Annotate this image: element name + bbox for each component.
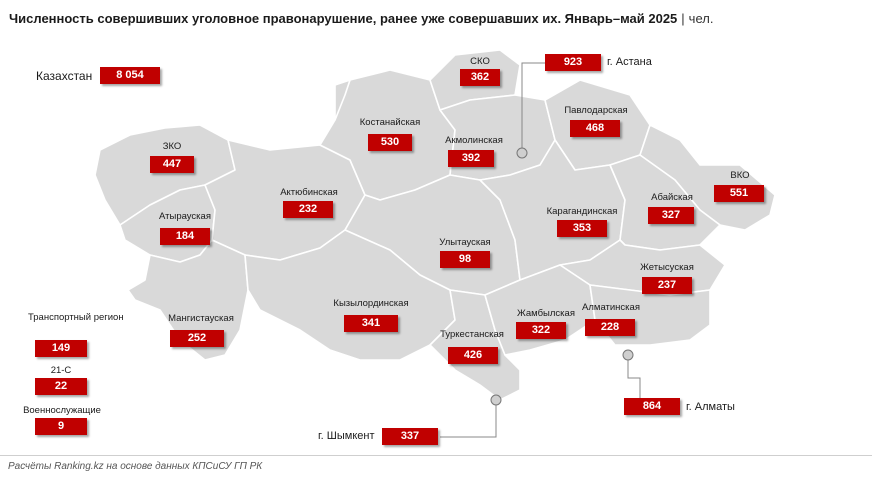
region-value-mangistau: 252 — [170, 330, 224, 347]
region-label-vko: ВКО — [730, 170, 750, 181]
footer-divider — [0, 455, 872, 456]
other-label-military: Военнослужащие — [23, 405, 101, 416]
city-value-astana: 923 — [545, 54, 601, 71]
region-label-aktobe: Актюбинская — [280, 187, 338, 198]
almaty-leader-line — [627, 357, 641, 398]
region-label-sko: СКО — [470, 56, 490, 67]
region-label-zko: ЗКО — [162, 141, 182, 152]
unit-text: чел. — [688, 11, 714, 26]
region-value-zhetysu: 237 — [642, 277, 692, 294]
city-label-astana: г. Астана — [607, 56, 652, 68]
region-label-zhetysu: Жетысуская — [640, 262, 694, 273]
region-label-kostanay: Костанайская — [359, 117, 421, 128]
almaty-marker — [622, 349, 634, 361]
region-value-turkestan: 426 — [448, 347, 498, 364]
region-label-mangistau: Мангистауская — [168, 313, 234, 324]
city-label-shymkent: г. Шымкент — [318, 430, 375, 442]
region-value-zhambyl: 322 — [516, 322, 566, 339]
other-label-21c: 21-С — [50, 365, 72, 376]
region-value-aktobe: 232 — [283, 201, 333, 218]
region-value-ulytau: 98 — [440, 251, 490, 268]
shymkent-leader-line — [440, 402, 497, 438]
region-value-kostanay: 530 — [368, 134, 412, 151]
city-value-almaty: 864 — [624, 398, 680, 415]
region-value-karaganda: 353 — [557, 220, 607, 237]
city-value-shymkent: 337 — [382, 428, 438, 445]
other-value-transport: 149 — [35, 340, 87, 357]
chart-title: Численность совершивших уголовное правон… — [9, 11, 713, 26]
region-value-atyrau: 184 — [160, 228, 210, 245]
astana-marker — [516, 147, 528, 159]
region-label-pavlodar: Павлодарская — [564, 105, 628, 116]
other-value-21c: 22 — [35, 378, 87, 395]
region-value-vko: 551 — [714, 185, 764, 202]
region-value-kyzylorda: 341 — [344, 315, 398, 332]
region-shape-zhambyl — [484, 264, 596, 356]
region-value-sko: 362 — [460, 69, 500, 86]
city-label-almaty: г. Алматы — [686, 401, 735, 413]
region-label-karaganda: Карагандинская — [546, 206, 618, 217]
region-label-zhambyl: Жамбылская — [517, 308, 575, 319]
region-value-akmola: 392 — [448, 150, 494, 167]
total-value: 8 054 — [100, 67, 160, 84]
title-text: Численность совершивших уголовное правон… — [9, 11, 678, 26]
region-label-almaty: Алматинская — [582, 302, 640, 313]
region-shape-almaty — [589, 284, 711, 346]
region-label-abai: Абайская — [651, 192, 693, 203]
region-shape-kostanay-north — [334, 79, 351, 121]
title-separator: | — [681, 11, 685, 26]
other-label-transport: Транспортный регион — [28, 312, 124, 323]
region-label-turkestan: Туркестанская — [440, 329, 504, 340]
source-footer: Расчёты Ranking.kz на основе данных КПСи… — [8, 461, 263, 472]
region-value-almaty: 228 — [585, 319, 635, 336]
region-label-ulytau: Улытауская — [439, 237, 491, 248]
region-value-abai: 327 — [648, 207, 694, 224]
other-value-military: 9 — [35, 418, 87, 435]
region-value-pavlodar: 468 — [570, 120, 620, 137]
region-label-atyrau: Атырауская — [159, 211, 211, 222]
shymkent-marker — [490, 394, 502, 406]
region-value-zko: 447 — [150, 156, 194, 173]
total-label: Казахстан — [36, 69, 93, 83]
region-label-kyzylorda: Кызылординская — [333, 298, 409, 309]
astana-leader-line — [521, 62, 545, 150]
region-label-akmola: Акмолинская — [445, 135, 503, 146]
